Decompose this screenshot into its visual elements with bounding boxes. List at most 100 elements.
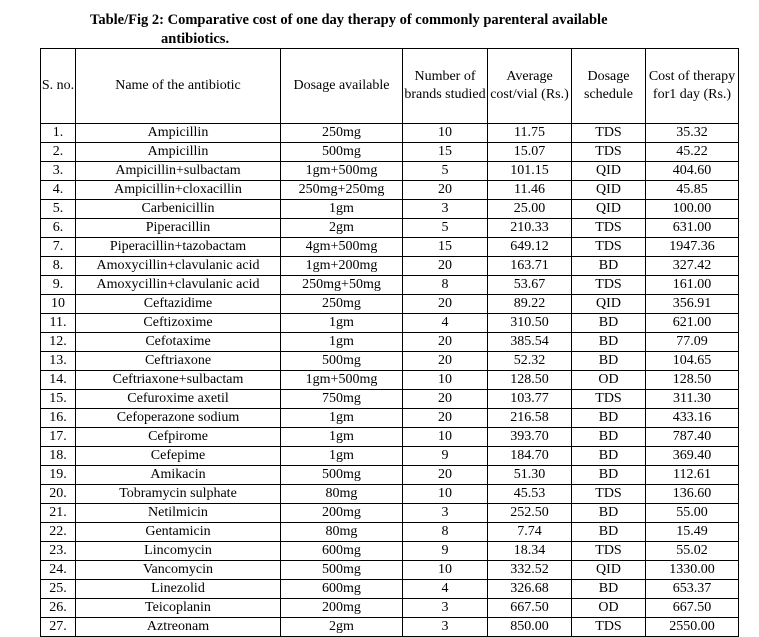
cell-dosage: 500mg [280,560,403,580]
cell-serial-number: 26. [40,598,76,618]
table-row: 12. Cefotaxime 1gm 20 385.54 BD 77.09 [40,332,739,352]
cell-average-cost: 25.00 [487,199,572,219]
cell-serial-number: 20. [40,484,76,504]
cell-brands-count: 20 [402,389,488,409]
column-header-antibiotic-name: Name of the antibiotic [75,48,281,124]
cell-dosage-schedule: QID [571,560,646,580]
cell-average-cost: 51.30 [487,465,572,485]
cell-brands-count: 10 [402,123,488,143]
cell-dosage: 1gm+500mg [280,370,403,390]
cell-brands-count: 20 [402,332,488,352]
cell-serial-number: 27. [40,617,76,637]
cell-dosage: 500mg [280,465,403,485]
cell-dosage-schedule: OD [571,598,646,618]
cell-brands-count: 20 [402,294,488,314]
cell-average-cost: 310.50 [487,313,572,333]
cell-dosage: 1gm [280,313,403,333]
cell-serial-number: 15. [40,389,76,409]
cell-average-cost: 128.50 [487,370,572,390]
table-body: 1. Ampicillin 250mg 10 11.75 TDS 35.32 2. Ampici… [40,123,739,637]
cell-average-cost: 89.22 [487,294,572,314]
cell-dosage: 500mg [280,351,403,371]
column-header-brands-count: Number of brands studied [402,48,488,124]
cell-dosage-schedule: TDS [571,389,646,409]
column-header-serial-number: S. no. [40,48,76,124]
cell-serial-number: 13. [40,351,76,371]
cell-therapy-cost: 311.30 [645,389,739,409]
cell-brands-count: 20 [402,180,488,200]
cell-antibiotic-name: Cefoperazone sodium [75,408,281,428]
table-row: 20. Tobramycin sulphate 80mg 10 45.53 TDS 136.… [40,484,739,504]
cell-dosage-schedule: QID [571,180,646,200]
cell-serial-number: 18. [40,446,76,466]
cell-brands-count: 4 [402,313,488,333]
table-row: 2. Ampicillin 500mg 15 15.07 TDS 45.22 [40,142,739,162]
cell-dosage: 250mg+50mg [280,275,403,295]
cell-therapy-cost: 1330.00 [645,560,739,580]
cell-therapy-cost: 35.32 [645,123,739,143]
cell-dosage: 2gm [280,617,403,637]
cell-serial-number: 22. [40,522,76,542]
cell-average-cost: 216.58 [487,408,572,428]
cell-therapy-cost: 55.00 [645,503,739,523]
cell-therapy-cost: 45.22 [645,142,739,162]
cell-dosage-schedule: TDS [571,541,646,561]
cell-average-cost: 101.15 [487,161,572,181]
table-title: Table/Fig 2: Comparative cost of one day… [90,11,710,49]
cell-dosage-schedule: BD [571,503,646,523]
cell-serial-number: 24. [40,560,76,580]
cell-antibiotic-name: Ceftriaxone [75,351,281,371]
cell-antibiotic-name: Teicoplanin [75,598,281,618]
cell-therapy-cost: 631.00 [645,218,739,238]
cell-dosage-schedule: BD [571,351,646,371]
cell-therapy-cost: 77.09 [645,332,739,352]
cell-dosage-schedule: BD [571,446,646,466]
cell-brands-count: 8 [402,275,488,295]
cell-average-cost: 45.53 [487,484,572,504]
cell-antibiotic-name: Ampicillin+sulbactam [75,161,281,181]
cell-therapy-cost: 356.91 [645,294,739,314]
table-row: 17. Cefpirome 1gm 10 393.70 BD 787.40 [40,427,739,447]
cell-therapy-cost: 45.85 [645,180,739,200]
cell-antibiotic-name: Aztreonam [75,617,281,637]
cell-dosage: 750mg [280,389,403,409]
column-header-dosage: Dosage available [280,48,403,124]
cell-average-cost: 385.54 [487,332,572,352]
cell-average-cost: 393.70 [487,427,572,447]
cell-serial-number: 10 [40,294,76,314]
cell-serial-number: 23. [40,541,76,561]
cell-therapy-cost: 433.16 [645,408,739,428]
cell-dosage-schedule: BD [571,465,646,485]
cell-dosage-schedule: BD [571,408,646,428]
cell-dosage: 1gm+200mg [280,256,403,276]
table-row: 24. Vancomycin 500mg 10 332.52 QID 1330.00 [40,560,739,580]
cell-antibiotic-name: Piperacillin [75,218,281,238]
cell-average-cost: 184.70 [487,446,572,466]
cell-average-cost: 649.12 [487,237,572,257]
cell-brands-count: 20 [402,465,488,485]
cell-serial-number: 8. [40,256,76,276]
cell-dosage: 2gm [280,218,403,238]
cell-dosage-schedule: TDS [571,218,646,238]
cell-dosage: 200mg [280,503,403,523]
cell-dosage-schedule: OD [571,370,646,390]
cell-dosage-schedule: TDS [571,275,646,295]
table-row: 22. Gentamicin 80mg 8 7.74 BD 15.49 [40,522,739,542]
cell-average-cost: 15.07 [487,142,572,162]
cell-brands-count: 15 [402,237,488,257]
cell-therapy-cost: 369.40 [645,446,739,466]
cell-dosage-schedule: QID [571,294,646,314]
cell-dosage: 1gm [280,199,403,219]
cell-dosage: 1gm [280,408,403,428]
cell-therapy-cost: 667.50 [645,598,739,618]
table-row: 13. Ceftriaxone 500mg 20 52.32 BD 104.65 [40,351,739,371]
cell-dosage: 1gm [280,332,403,352]
cell-dosage: 80mg [280,522,403,542]
cell-dosage: 600mg [280,541,403,561]
cell-dosage: 4gm+500mg [280,237,403,257]
cell-dosage: 200mg [280,598,403,618]
cell-brands-count: 20 [402,256,488,276]
cell-brands-count: 15 [402,142,488,162]
cell-serial-number: 5. [40,199,76,219]
cell-average-cost: 326.68 [487,579,572,599]
